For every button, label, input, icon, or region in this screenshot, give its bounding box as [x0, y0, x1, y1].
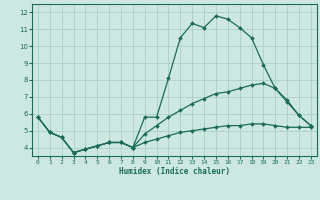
X-axis label: Humidex (Indice chaleur): Humidex (Indice chaleur) — [119, 167, 230, 176]
